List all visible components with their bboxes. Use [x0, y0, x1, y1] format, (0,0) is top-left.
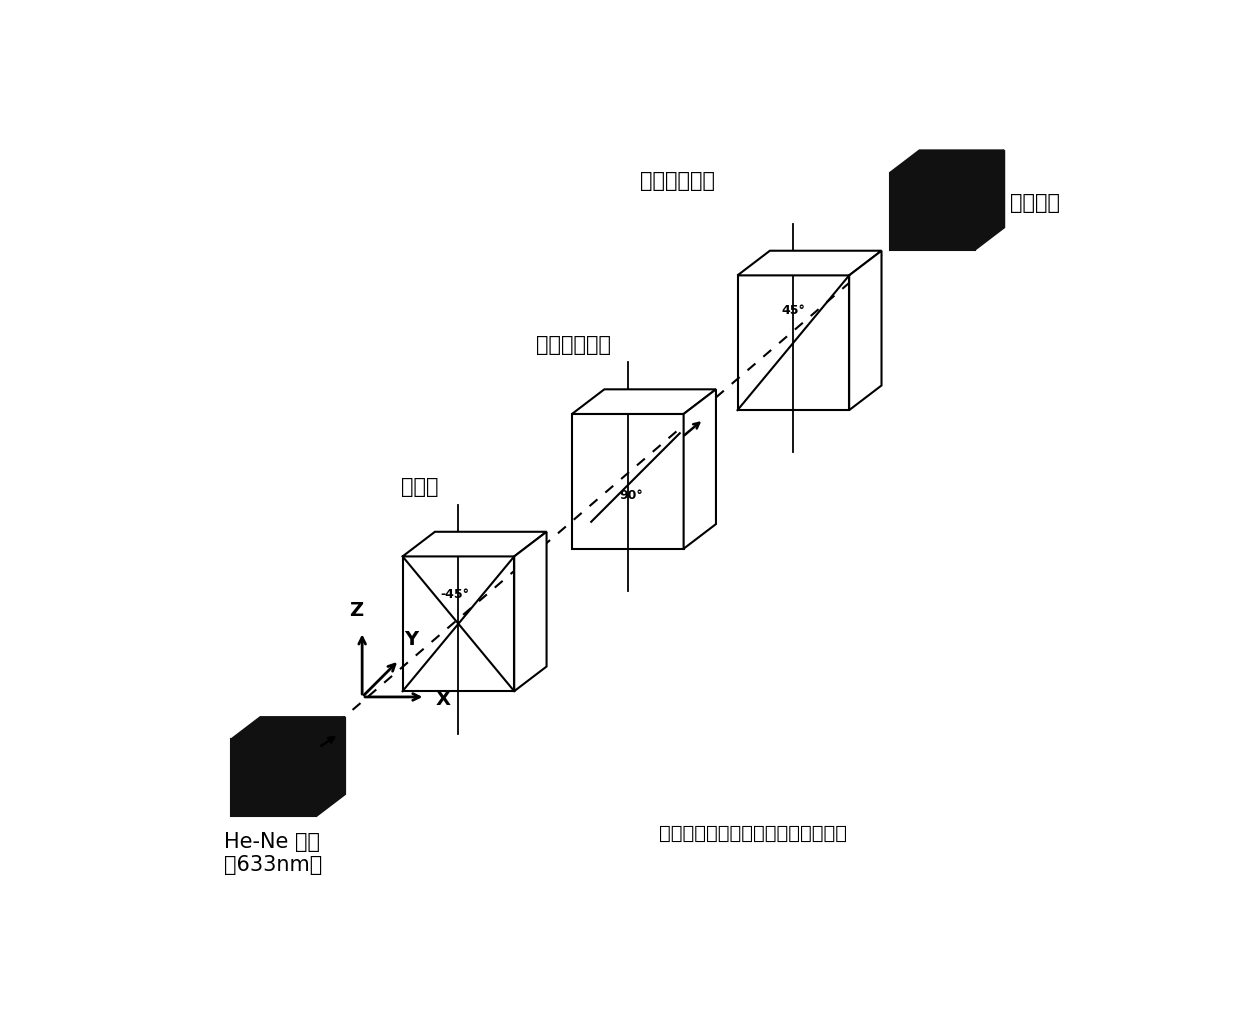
Text: 90°: 90° [620, 489, 644, 501]
Polygon shape [975, 150, 1004, 249]
Polygon shape [515, 532, 547, 691]
Polygon shape [738, 251, 882, 276]
Polygon shape [572, 389, 715, 414]
Polygon shape [849, 251, 882, 410]
Text: 检偏器偏光板: 检偏器偏光板 [640, 171, 715, 191]
Text: -45°: -45° [440, 588, 469, 601]
Polygon shape [403, 532, 547, 556]
Polygon shape [890, 150, 1004, 173]
Text: Y: Y [404, 630, 419, 649]
Text: 45°: 45° [781, 304, 805, 317]
Text: 测定光学系统（使用梳型电极单元）: 测定光学系统（使用梳型电极单元） [658, 824, 847, 843]
Text: 起偏器: 起偏器 [402, 477, 439, 497]
Polygon shape [890, 173, 975, 249]
Polygon shape [683, 389, 715, 548]
Text: 梳型电极单元: 梳型电极单元 [537, 335, 611, 354]
Text: He-Ne 激光
（633nm）: He-Ne 激光 （633nm） [223, 832, 322, 875]
Text: Z: Z [348, 601, 363, 620]
Text: X: X [435, 690, 450, 709]
Text: 光侦测器: 光侦测器 [1011, 193, 1060, 213]
Polygon shape [231, 717, 345, 739]
Polygon shape [231, 739, 316, 817]
Polygon shape [316, 717, 345, 817]
